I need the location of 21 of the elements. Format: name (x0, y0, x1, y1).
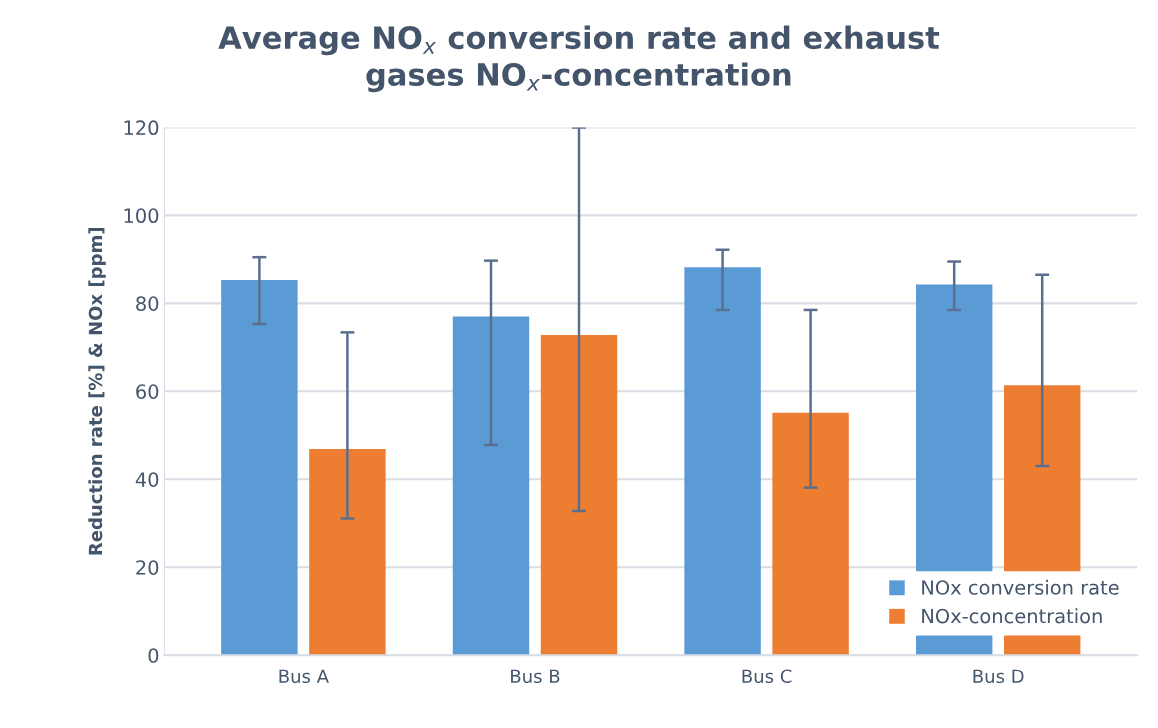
bar (540, 335, 618, 656)
x-tick-label: Bus D (973, 669, 1024, 684)
bar (772, 412, 849, 656)
x-tick-label: Bus B (511, 669, 560, 684)
x-tick-label: Bus A (279, 669, 329, 684)
legend-label: NOx conversion rate (922, 579, 1119, 595)
x-tick-label: Bus C (742, 669, 792, 684)
y-tick-label: 120 (124, 120, 159, 136)
bar (309, 448, 386, 656)
y-axis-title: Reduction rate [%] & NOx [ppm] (88, 227, 106, 555)
y-tick-label: 60 (136, 384, 159, 399)
legend-label: NOx-concentration (922, 608, 1102, 624)
y-tick-label: 40 (135, 472, 159, 487)
y-tick-label: 100 (124, 208, 159, 224)
y-tick-label: 20 (136, 560, 159, 575)
y-tick-label: 0 (148, 648, 159, 663)
chart-title: Average NO$_{x}$ conversion rate and exhaust gases NO$_{x}$-concentration (218, 25, 940, 93)
y-tick-label: 80 (136, 296, 159, 311)
bar (221, 280, 298, 656)
bar (684, 267, 761, 656)
bar (452, 316, 530, 656)
